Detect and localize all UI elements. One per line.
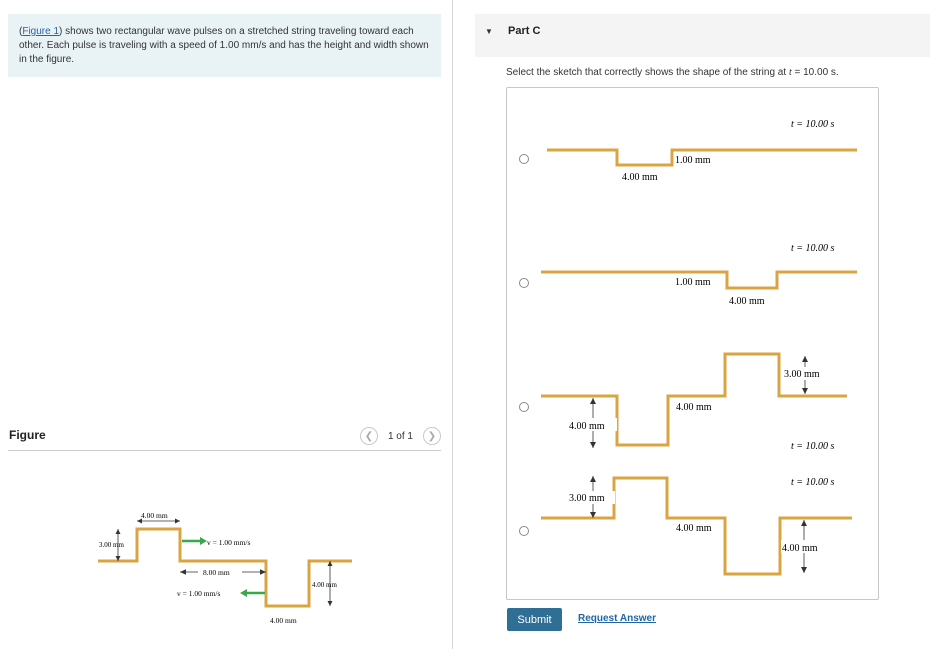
option-4-time: t = 10.00 s: [791, 477, 835, 488]
option-4-sketch[interactable]: t = 10.00 s 3.00 mm 4.00 mm 4.00 mm: [541, 476, 852, 576]
option-3-sketch[interactable]: t = 10.00 s 4.00 mm 4.00 mm 3.00 mm: [541, 352, 847, 452]
page-count: 1 of 1: [387, 430, 413, 442]
option-3-label-1: 3.00 mm: [784, 369, 820, 380]
option-radio-4[interactable]: [519, 526, 529, 536]
part-header[interactable]: ▼ Part C: [475, 14, 930, 57]
figure-link[interactable]: Figure 1: [22, 26, 60, 37]
intro-prefix: (: [19, 26, 23, 37]
prompt-variable: t: [788, 67, 792, 78]
figure-header: Figure ❮ 1 of 1 ❯: [8, 426, 441, 451]
option-1-label-2: 4.00 mm: [622, 172, 658, 183]
option-4-label-1: 3.00 mm: [569, 493, 605, 504]
right-height-label: 4.00 mm: [312, 581, 337, 589]
intro-body: ) shows two rectangular wave pulses on a…: [19, 26, 429, 65]
right-pane: ▼ Part C Select the sketch that correctl…: [475, 0, 930, 649]
figure-diagram: 4.00 mm 3.00 mm v = 1.00 mm/s 8.00 mm v …: [98, 511, 352, 625]
right-speed-label: v = 1.00 mm/s: [177, 589, 220, 598]
submit-button[interactable]: Submit: [507, 608, 562, 631]
figure-pager: ❮ 1 of 1 ❯: [359, 427, 441, 445]
triangle-down-icon[interactable]: ▼: [485, 27, 493, 36]
request-answer-link[interactable]: Request Answer: [578, 613, 656, 624]
option-4-label-3: 4.00 mm: [782, 543, 818, 554]
part-title: Part C: [508, 25, 541, 37]
right-width-label: 4.00 mm: [270, 616, 297, 625]
option-radio-1[interactable]: [519, 154, 529, 164]
prompt-suffix: = 10.00 s.: [791, 67, 839, 78]
option-2-sketch[interactable]: t = 10.00 s 1.00 mm 4.00 mm: [541, 243, 857, 307]
option-sketches: t = 10.00 s 1.00 mm 4.00 mm t = 10.00 s …: [541, 119, 857, 576]
left-width-label: 4.00 mm: [141, 511, 168, 520]
option-3-time: t = 10.00 s: [791, 441, 835, 452]
question-prompt: Select the sketch that correctly shows t…: [506, 67, 839, 78]
chevron-left-icon[interactable]: ❮: [359, 427, 378, 445]
option-2-label-1: 1.00 mm: [675, 277, 711, 288]
string-figure: [98, 527, 352, 608]
option-1-time: t = 10.00 s: [791, 119, 835, 130]
option-3-label-2: 4.00 mm: [569, 421, 605, 432]
pane-divider: [452, 0, 453, 649]
option-2-label-2: 4.00 mm: [729, 296, 765, 307]
option-radio-2[interactable]: [519, 278, 529, 288]
answer-options: t = 10.00 s 1.00 mm 4.00 mm t = 10.00 s …: [506, 87, 879, 600]
left-speed-label: v = 1.00 mm/s: [207, 538, 250, 547]
separation-label: 8.00 mm: [203, 568, 230, 577]
figure-label: Figure: [9, 428, 46, 442]
option-4-label-2: 4.00 mm: [676, 523, 712, 534]
option-1-sketch[interactable]: t = 10.00 s 1.00 mm 4.00 mm: [547, 119, 857, 183]
intro-text: (Figure 1) shows two rectangular wave pu…: [8, 14, 441, 77]
option-1-label-1: 1.00 mm: [675, 155, 711, 166]
option-radio-3[interactable]: [519, 402, 529, 412]
option-3-label-3: 4.00 mm: [676, 402, 712, 413]
option-2-time: t = 10.00 s: [791, 243, 835, 254]
prompt-text: Select the sketch that correctly shows t…: [506, 67, 789, 78]
chevron-right-icon[interactable]: ❯: [423, 427, 441, 445]
left-pane: (Figure 1) shows two rectangular wave pu…: [0, 0, 452, 649]
left-height-label: 3.00 mm: [99, 541, 124, 549]
